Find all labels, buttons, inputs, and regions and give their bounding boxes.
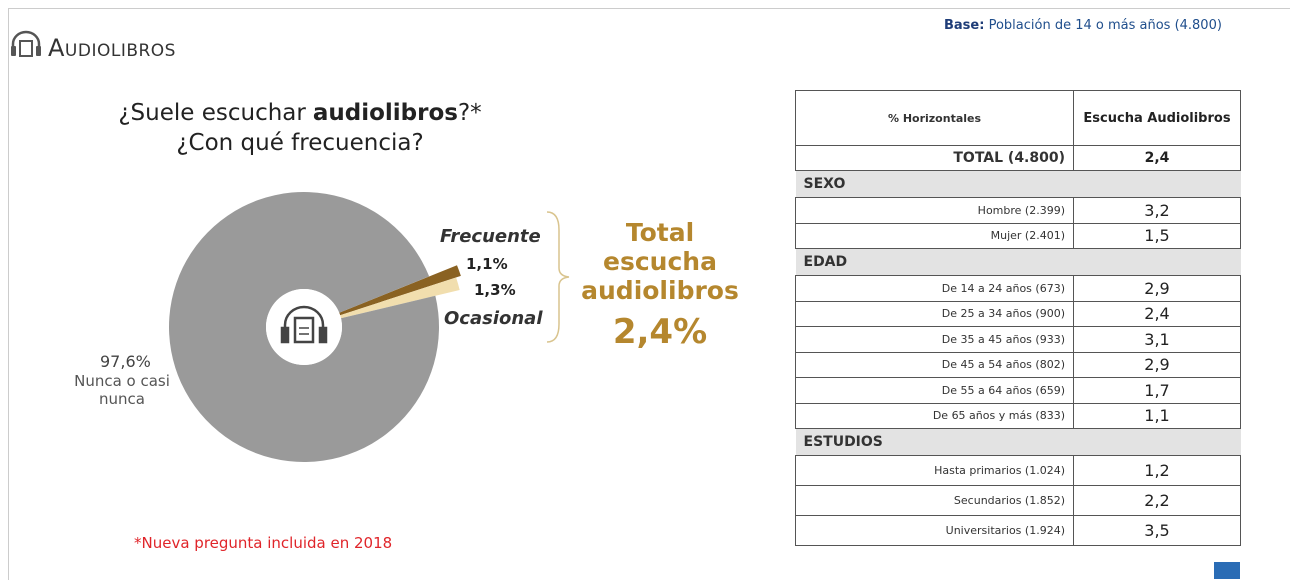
row-value: 3,5 xyxy=(1073,515,1241,546)
base-note: Base: Población de 14 o más años (4.800) xyxy=(944,18,1222,33)
logo xyxy=(1214,562,1240,579)
row-label: Secundarios (1.852) xyxy=(795,485,1074,516)
section-row: SEXO xyxy=(795,170,1241,198)
row-value: 3,2 xyxy=(1073,197,1241,224)
total-value: 2,4 xyxy=(1073,145,1241,171)
slice xyxy=(168,191,439,462)
category-label: Nunca o casi nunca xyxy=(74,372,170,408)
slice xyxy=(340,277,460,319)
table: % Horizontales Escucha Audiolibros TOTAL … xyxy=(795,90,1241,546)
row-label: De 65 años y más (833) xyxy=(795,402,1074,429)
section-label: EDAD xyxy=(795,248,1241,276)
title-part: ¿Suele escuchar xyxy=(118,100,306,126)
row-label: De 45 a 54 años (802) xyxy=(795,351,1074,378)
row-label: Hombre (2.399) xyxy=(795,197,1074,224)
section-row: ESTUDIOS xyxy=(795,428,1241,456)
data-row: De 25 a 34 años (900) 2,4 xyxy=(795,300,1241,327)
total-label: TOTAL (4.800) xyxy=(795,145,1074,171)
row-label: Mujer (2.401) xyxy=(795,222,1074,249)
total-value: 2,4% xyxy=(612,312,708,352)
data-row: Mujer (2.401) 1,5 xyxy=(795,222,1241,249)
row-value: 2,4 xyxy=(1073,300,1241,327)
header-title: Audiolibros xyxy=(48,34,176,62)
column-header: % Horizontales xyxy=(795,90,1074,146)
row-label: Universitarios (1.924) xyxy=(795,515,1074,546)
value-label: 1,3% xyxy=(474,281,516,299)
base-label: Base: xyxy=(944,18,985,33)
data-row: De 55 a 64 años (659) 1,7 xyxy=(795,377,1241,404)
data-row: De 35 a 45 años (933) 3,1 xyxy=(795,326,1241,353)
data-row: Hasta primarios (1.024) 1,2 xyxy=(795,455,1241,486)
row-value: 2,9 xyxy=(1073,275,1241,302)
section-label: ESTUDIOS xyxy=(795,428,1241,456)
row-value: 1,2 xyxy=(1073,455,1241,486)
data-row: Secundarios (1.852) 2,2 xyxy=(795,485,1241,516)
category-label: Frecuente xyxy=(440,226,541,247)
frame xyxy=(8,8,1290,580)
section-row: EDAD xyxy=(795,248,1241,276)
total-label: Total escucha audiolibros xyxy=(581,218,739,305)
data-row: Hombre (2.399) 3,2 xyxy=(795,197,1241,224)
footnote: *Nueva pregunta incluida en 2018 xyxy=(134,534,393,552)
base-text: Población de 14 o más años (4.800) xyxy=(988,18,1222,33)
row-value: 1,5 xyxy=(1073,222,1241,249)
donut xyxy=(168,191,461,462)
section-label: SEXO xyxy=(795,170,1241,198)
title-part: ?* xyxy=(457,100,482,126)
chart-title: ¿Suele escuchar audiolibros?* ¿Con qué fr… xyxy=(80,98,520,158)
row-value: 3,1 xyxy=(1073,326,1241,353)
row-value: 1,7 xyxy=(1073,377,1241,404)
donut-hole xyxy=(266,289,342,365)
data-row: De 45 a 54 años (802) 2,9 xyxy=(795,351,1241,378)
row-value: 1,1 xyxy=(1073,402,1241,429)
row-label: Hasta primarios (1.024) xyxy=(795,455,1074,486)
title-part: audiolibros xyxy=(312,100,458,126)
data-row: Universitarios (1.924) 3,5 xyxy=(795,515,1241,546)
row-label: De 35 a 45 años (933) xyxy=(795,326,1074,353)
value-label: 1,1% xyxy=(466,255,508,273)
data-row: De 65 años y más (833) 1,1 xyxy=(795,402,1241,429)
value-label: 97,6% xyxy=(100,352,151,371)
header-icon xyxy=(11,30,41,57)
center-icon xyxy=(280,305,328,344)
category-label: Ocasional xyxy=(444,308,543,329)
row-label: De 25 a 34 años (900) xyxy=(795,300,1074,327)
slice xyxy=(339,265,461,316)
row-label: De 55 a 64 años (659) xyxy=(795,377,1074,404)
row-value: 2,9 xyxy=(1073,351,1241,378)
chart-subtitle: ¿Con qué frecuencia? xyxy=(176,130,424,156)
brace xyxy=(546,211,570,343)
row-value: 2,2 xyxy=(1073,485,1241,516)
row-label: De 14 a 24 años (673) xyxy=(795,275,1074,302)
column-header: Escucha Audiolibros xyxy=(1073,90,1241,146)
data-row: De 14 a 24 años (673) 2,9 xyxy=(795,275,1241,302)
